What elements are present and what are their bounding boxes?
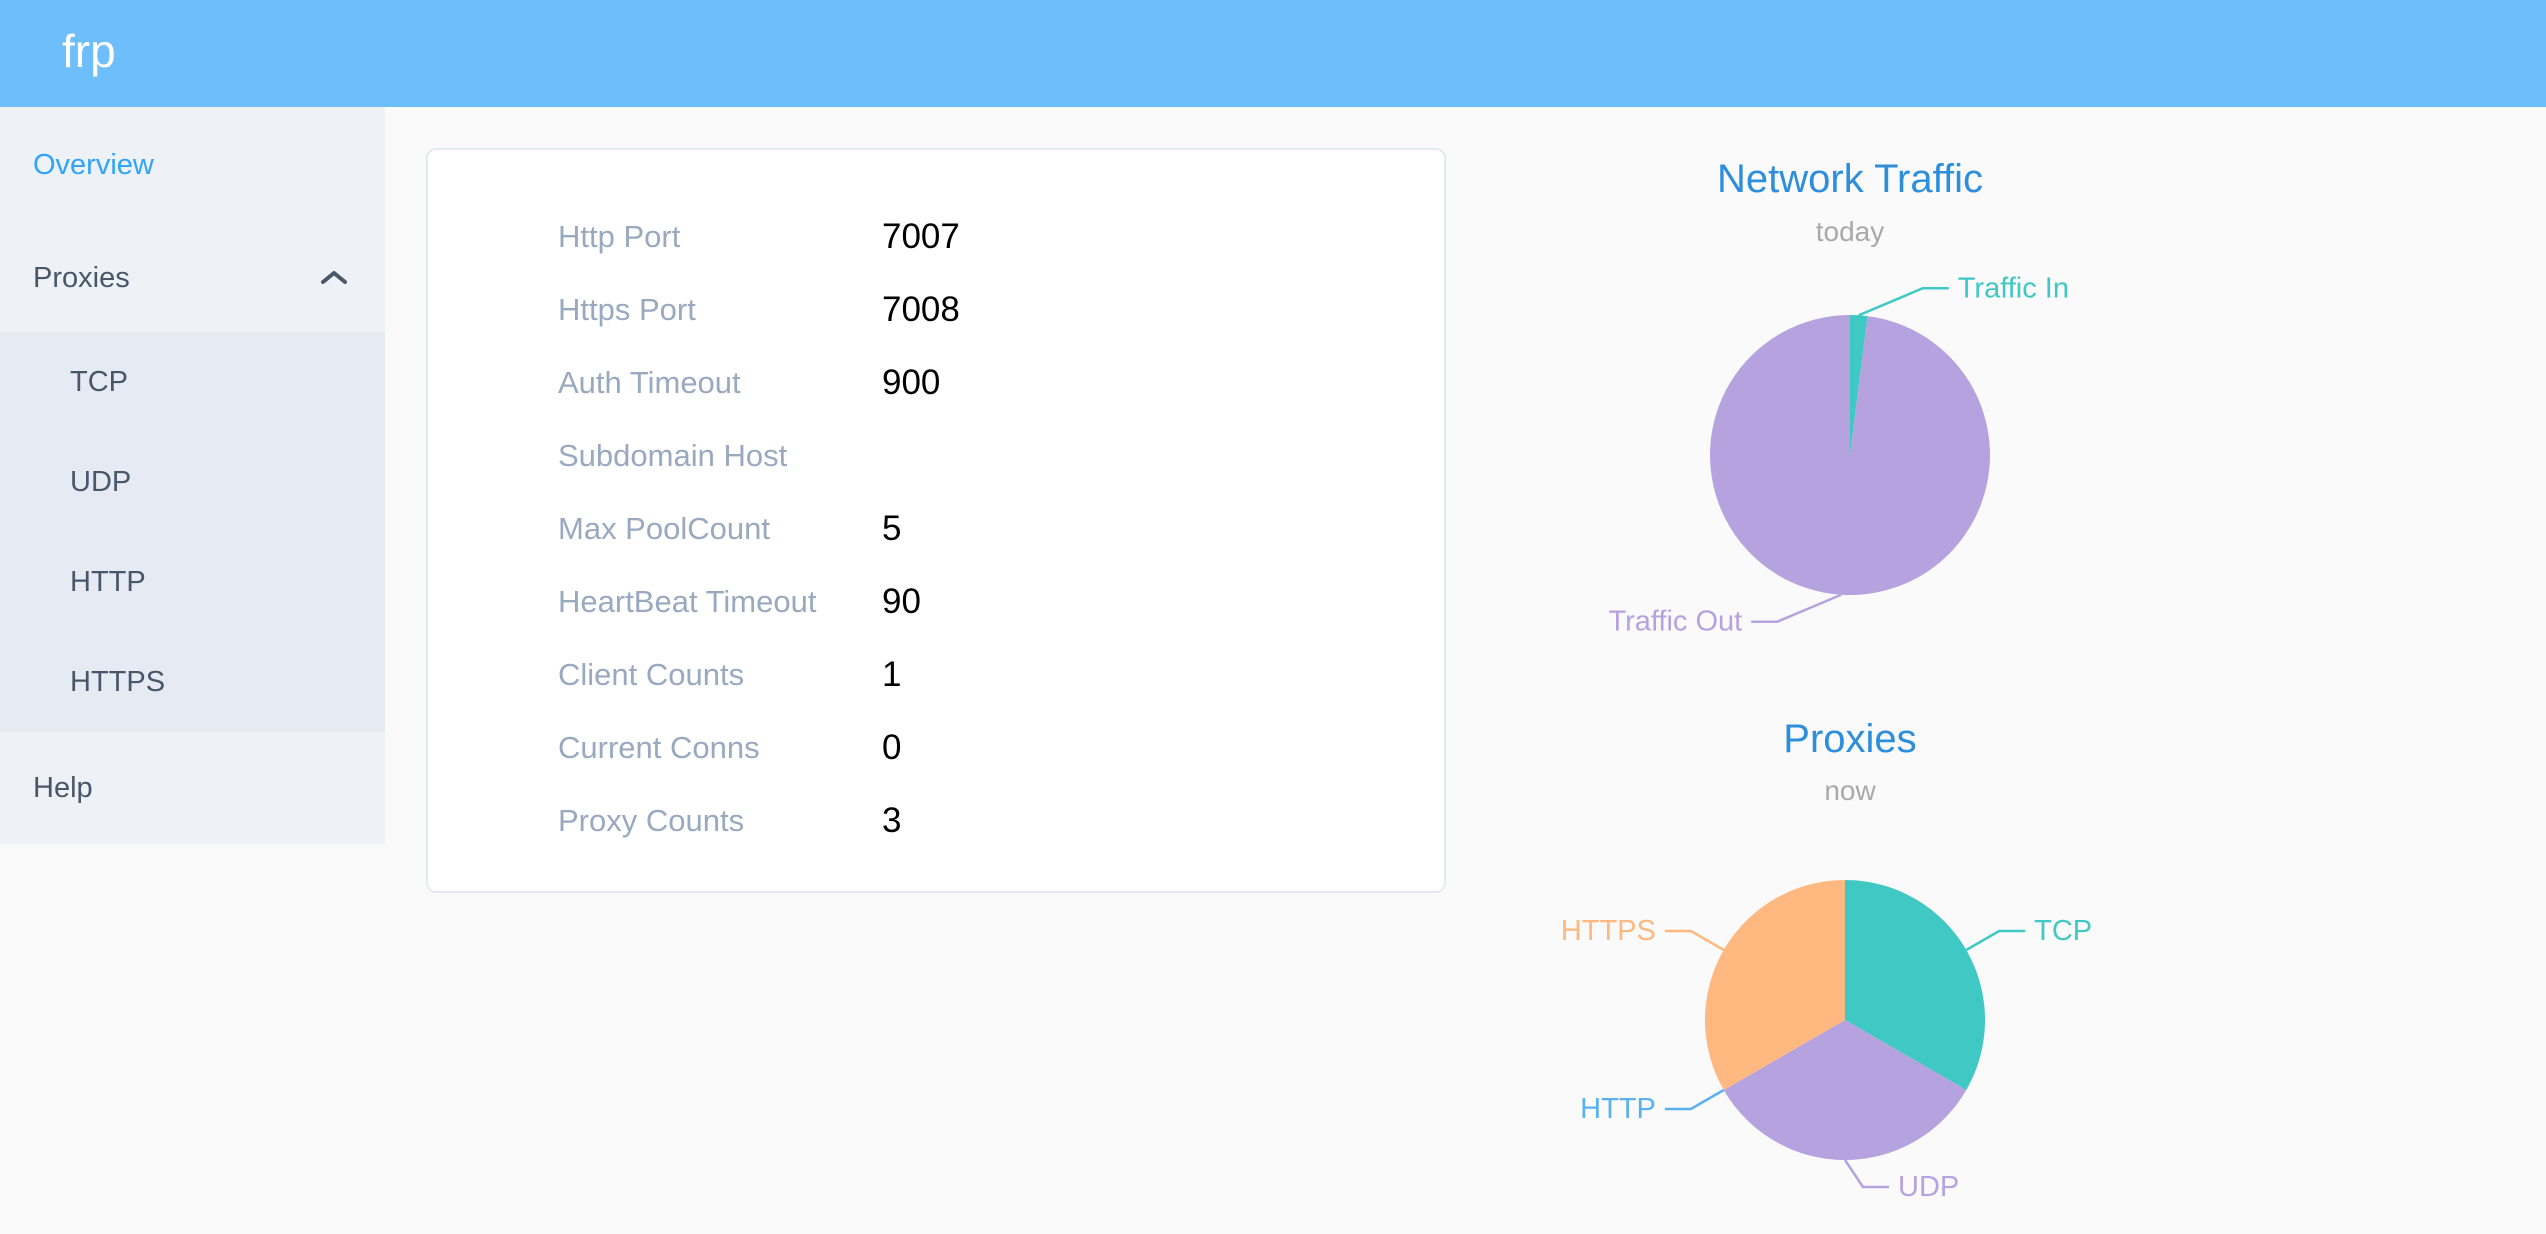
sidebar: Overview Proxies TCP UDP HTTP HTTPS Help [0,107,385,844]
row-label: Subdomain Host [558,437,788,473]
row-value: 1 [882,654,902,694]
sidebar-item-https[interactable]: HTTPS [0,632,385,732]
pie-label-tcp: TCP [2034,915,2092,947]
server-info-row: Auth Timeout 900 [428,346,1444,419]
row-label: Http Port [558,218,681,254]
proxies-chart-subtitle: now [1824,775,1876,806]
pie-slice-traffic-out[interactable] [1710,315,1990,595]
sidebar-submenu-proxies: TCP UDP HTTP HTTPS [0,332,385,732]
app-header: frp [0,0,2546,107]
row-value: 90 [882,581,921,621]
pie-labelline-https [1664,929,1725,952]
server-info-row: Current Conns 0 [428,711,1444,784]
pie-label-traffic-in: Traffic In [1958,272,2069,304]
pie-slice-https[interactable] [1705,880,1845,1090]
pie-labelline-http [1664,1088,1725,1111]
row-label: Current Conns [558,729,760,765]
pie-labelline-udp [1843,1159,1889,1189]
pie-slice-traffic-in[interactable] [1850,315,1868,455]
row-label: Max PoolCount [558,510,770,546]
pie-label-http: HTTP [1580,1093,1656,1125]
sidebar-item-proxies[interactable]: Proxies [0,224,385,332]
row-value: 3 [882,800,902,840]
row-label: Auth Timeout [558,364,741,400]
network-traffic-pie-chart: Traffic In Traffic Out [1608,272,2069,638]
row-label: Client Counts [558,656,745,692]
sidebar-item-label: HTTPS [70,665,166,698]
row-label: Proxy Counts [558,802,745,838]
row-value: 900 [882,362,941,402]
server-info-card: Http Port 7007 Https Port 7008 Auth Time… [426,148,1446,893]
proxies-chart-title: Proxies [1783,717,1917,761]
pie-labelline-traffic-out [1751,593,1842,623]
sidebar-item-label: Proxies [33,261,130,294]
server-info-row: Subdomain Host [428,419,1444,492]
sidebar-item-tcp[interactable]: TCP [0,332,385,432]
network-traffic-chart-title: Network Traffic [1717,157,1983,201]
server-info-row: HeartBeat Timeout 90 [428,565,1444,638]
pie-labelline-tcp [1965,929,2026,952]
row-label: Https Port [558,291,696,327]
row-value: 0 [882,727,902,767]
sidebar-item-label: Help [33,771,93,804]
server-info-row: Client Counts 1 [428,638,1444,711]
sidebar-item-label: TCP [70,365,128,398]
sidebar-item-help[interactable]: Help [0,732,385,844]
pie-labelline-traffic-in [1858,287,1949,317]
sidebar-item-label: HTTP [70,565,146,598]
row-value: 7007 [882,216,960,256]
chevron-up-icon [321,271,347,284]
network-traffic-chart-subtitle: today [1815,216,1885,247]
server-info-row: Http Port 7007 [428,200,1444,273]
pie-slice-tcp[interactable] [1845,880,1985,1090]
server-info-row: Https Port 7008 [428,273,1444,346]
sidebar-item-udp[interactable]: UDP [0,432,385,532]
row-label: HeartBeat Timeout [558,583,817,619]
row-value: 5 [882,508,902,548]
pie-label-traffic-out: Traffic Out [1608,606,1742,638]
server-info-row: Proxy Counts 3 [428,784,1444,857]
sidebar-item-overview[interactable]: Overview [0,107,385,224]
sidebar-item-label: Overview [33,149,154,181]
sidebar-item-http[interactable]: HTTP [0,532,385,632]
pie-label-udp: UDP [1898,1171,1959,1203]
app-logo: frp [62,25,116,77]
pie-label-https: HTTPS [1561,915,1656,947]
sidebar-item-label: UDP [70,465,132,498]
proxies-pie-chart: TCP UDP HTTP HTTPS [1561,880,2092,1203]
row-value: 7008 [882,289,960,329]
server-info-row: Max PoolCount 5 [428,492,1444,565]
